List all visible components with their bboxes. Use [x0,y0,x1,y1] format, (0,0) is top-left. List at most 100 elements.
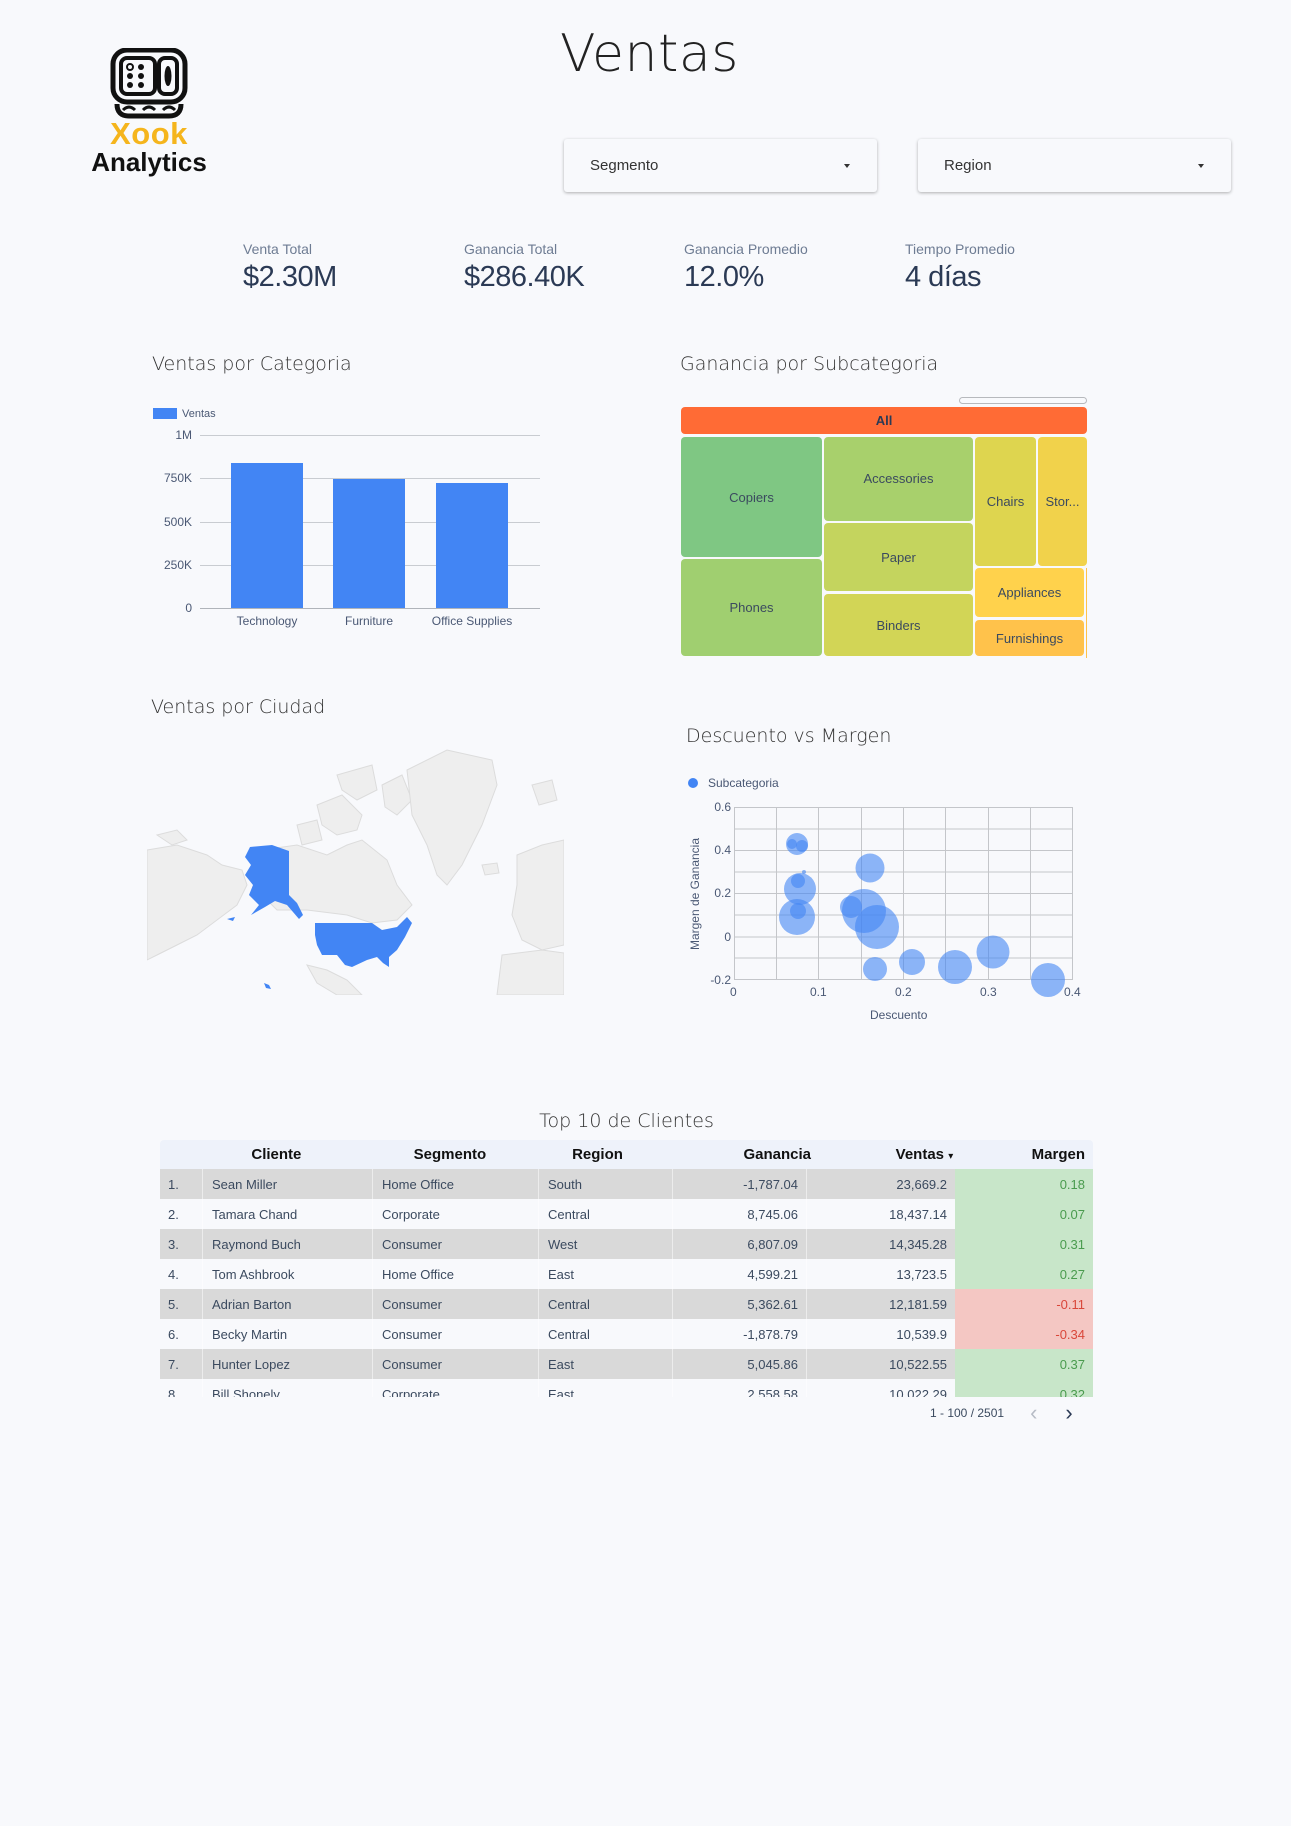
treemap-cell-appliances[interactable]: Appliances [975,568,1084,617]
bubble[interactable] [855,905,899,949]
cell-segmento: Corporate [372,1379,538,1397]
bar-chart: 1M 750K 500K 250K 0 Technology Furniture… [140,428,540,648]
segmento-filter-label: Segmento [590,157,659,174]
treemap-cell-accessories[interactable]: Accessories [824,437,973,521]
x-tick: 0.2 [895,985,912,999]
bubble[interactable] [1031,963,1065,997]
column-header-region[interactable]: Region [572,1146,623,1163]
treemap-title: Ganancia por Subcategoria [680,353,939,375]
cell-segmento: Home Office [372,1169,538,1199]
bar-technology[interactable] [231,463,303,608]
treemap-cell-furnishings[interactable]: Furnishings [975,620,1084,656]
cell-margen: -0.11 [955,1289,1093,1319]
table-row[interactable]: 8. Bill Shonely Corporate East 2,558.58 … [160,1379,1093,1397]
table-row[interactable]: 5. Adrian Barton Consumer Central 5,362.… [160,1289,1093,1319]
kpi-ganancia-promedio: Ganancia Promedio 12.0% [684,240,808,294]
cell-segmento: Home Office [372,1259,538,1289]
cell-ventas: 23,669.2 [806,1169,955,1199]
table-row[interactable]: 1. Sean Miller Home Office South -1,787.… [160,1169,1093,1199]
treemap-edge [1086,568,1087,658]
row-index: 1. [168,1176,179,1192]
y-tick: 0.6 [714,800,731,814]
cell-ganancia: -1,878.79 [672,1319,806,1349]
scatter-grid [734,807,1073,980]
x-tick: 0.4 [1064,985,1081,999]
treemap-cell-paper[interactable]: Paper [824,523,973,591]
row-index: 5. [168,1296,179,1312]
bubble[interactable] [976,935,1010,969]
table-header-row: Cliente Segmento Region Ganancia Ventas … [160,1140,1093,1169]
bubble[interactable] [855,853,885,883]
y-tick: 0 [724,930,731,944]
kpi-ganancia-total: Ganancia Total $286.40K [464,240,585,294]
column-header-cliente[interactable]: Cliente [251,1146,302,1163]
treemap-scroll-indicator[interactable] [959,397,1087,404]
bubble[interactable] [863,957,887,981]
column-header-margen[interactable]: Margen [1031,1146,1085,1163]
bar-furniture[interactable] [333,479,405,608]
table-title: Top 10 de Clientes [539,1110,714,1132]
x-tick: Furniture [344,614,394,628]
table-row[interactable]: 4. Tom Ashbrook Home Office East 4,599.2… [160,1259,1093,1289]
treemap-cell-chairs[interactable]: Chairs [975,437,1036,566]
cell-margen: 0.07 [955,1199,1093,1229]
treemap-root-all[interactable]: All [681,407,1087,434]
bar-office-supplies[interactable] [436,483,508,608]
cell-region: Central [538,1289,672,1319]
cell-region: East [538,1379,672,1397]
kpi-value: 4 días [905,261,981,293]
cell-segmento: Consumer [372,1319,538,1349]
region-filter-label: Region [944,157,992,174]
column-header-ventas[interactable]: Ventas ▾ [819,1146,961,1163]
table-row[interactable]: 6. Becky Martin Consumer Central -1,878.… [160,1319,1093,1349]
bubble[interactable] [899,949,925,975]
cell-ganancia: 5,045.86 [672,1349,806,1379]
cell-ventas: 13,723.5 [806,1259,955,1289]
bubble[interactable] [938,950,972,984]
column-header-ganancia[interactable]: Ganancia [743,1146,812,1163]
cell-ventas: 12,181.59 [806,1289,955,1319]
cell-cliente: Tamara Chand [202,1199,372,1229]
logo-xook-text: Xook [110,116,188,151]
kpi-label: Ganancia Total [464,241,558,257]
cell-cliente: Adrian Barton [202,1289,372,1319]
scatter-legend[interactable]: Subcategoria [688,774,779,792]
legend-dot-icon [688,777,698,788]
column-header-segmento[interactable]: Segmento [413,1146,487,1163]
x-tick: 0.1 [810,985,827,999]
bubble[interactable] [796,840,808,852]
kpi-tiempo-promedio: Tiempo Promedio 4 días [905,240,1015,294]
table-body[interactable]: 1. Sean Miller Home Office South -1,787.… [160,1169,1093,1397]
y-tick: 250K [163,558,192,572]
row-index: 7. [168,1356,179,1372]
kpi-venta-total: Venta Total $2.30M [243,240,337,294]
cell-ventas: 14,345.28 [806,1229,955,1259]
x-tick: Office Supplies [431,614,513,628]
next-page-chevron-icon[interactable]: › [1065,1400,1073,1425]
y-tick: 0.4 [714,843,731,857]
treemap-cell-phones[interactable]: Phones [681,559,822,656]
kpi-value: $2.30M [243,261,337,293]
treemap-cell-storage[interactable]: Stor... [1038,437,1087,566]
treemap-chart: All Copiers Phones Accessories Paper Bin… [681,407,1088,659]
table-row[interactable]: 7. Hunter Lopez Consumer East 5,045.86 1… [160,1349,1093,1379]
previous-page-chevron-icon[interactable]: ‹ [1030,1400,1038,1425]
treemap-cell-copiers[interactable]: Copiers [681,437,822,557]
cell-cliente: Raymond Buch [202,1229,372,1259]
caret-down-icon [1198,163,1204,168]
sales-by-city-map[interactable] [147,745,564,995]
y-tick: 1M [175,428,192,442]
gridline [200,435,540,436]
table-row[interactable]: 3. Raymond Buch Consumer West 6,807.09 1… [160,1229,1093,1259]
segmento-filter-dropdown[interactable]: Segmento [564,139,877,192]
map-title: Ventas por Ciudad [151,696,326,718]
scatter-plot-area [734,807,1073,997]
bar-chart-legend[interactable]: Ventas [153,405,216,423]
bubble[interactable] [779,899,815,935]
region-filter-dropdown[interactable]: Region [918,139,1231,192]
bubble[interactable] [802,870,806,874]
table-row[interactable]: 2. Tamara Chand Corporate Central 8,745.… [160,1199,1093,1229]
cell-segmento: Consumer [372,1289,538,1319]
treemap-cell-binders[interactable]: Binders [824,594,973,656]
cell-region: Central [538,1319,672,1349]
